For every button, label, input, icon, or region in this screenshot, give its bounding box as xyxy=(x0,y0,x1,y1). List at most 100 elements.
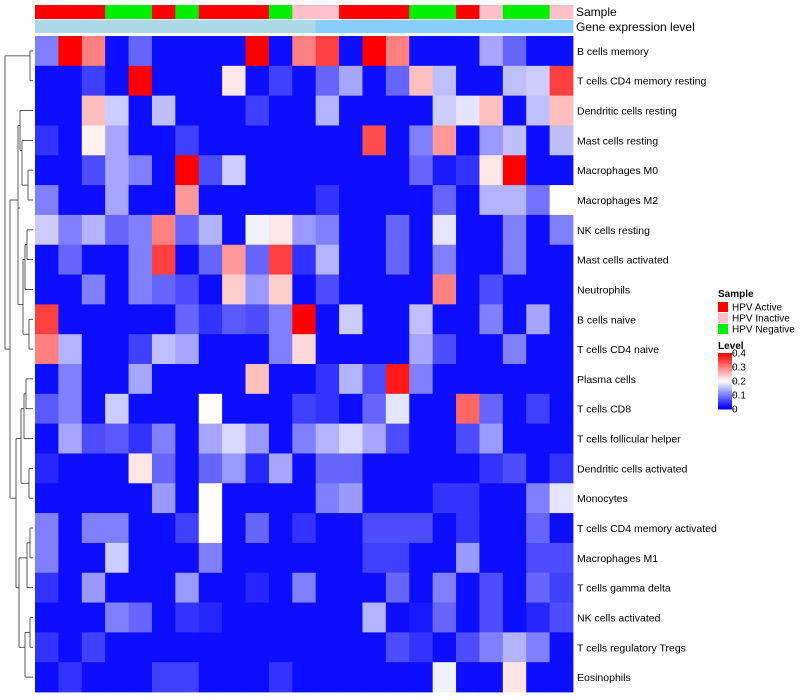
level-gradient-step xyxy=(718,386,732,389)
heatmap-cell xyxy=(245,334,270,365)
heatmap-cell xyxy=(292,185,317,216)
heatmap-cell xyxy=(526,274,551,305)
heatmap-cell xyxy=(502,602,527,633)
heatmap-cell xyxy=(151,65,176,97)
heatmap-cell xyxy=(81,364,106,395)
heatmap-cell xyxy=(198,185,223,216)
heatmap-cell xyxy=(502,244,527,275)
heatmap-cell xyxy=(128,334,153,365)
heatmap-cell xyxy=(81,125,106,156)
heatmap-cell xyxy=(339,334,363,365)
sample-track-label: Sample xyxy=(576,5,617,19)
heatmap-cell xyxy=(315,95,340,126)
heatmap-cell xyxy=(292,542,317,574)
heatmap-cell xyxy=(58,453,83,484)
heatmap-cell xyxy=(456,423,480,454)
heatmap-cell xyxy=(292,423,317,454)
heatmap-cell xyxy=(198,155,223,186)
sample-annotation-cell xyxy=(385,5,410,19)
heatmap-cell xyxy=(456,95,480,126)
heatmap-cell xyxy=(175,65,200,97)
heatmap-cell xyxy=(526,393,551,425)
heatmap-cell xyxy=(315,364,340,395)
row-label: NK cells resting xyxy=(577,225,650,237)
heatmap-cell xyxy=(549,632,574,663)
heatmap-cell xyxy=(339,632,363,663)
heatmap-cell xyxy=(245,95,270,126)
heatmap-cell xyxy=(432,453,457,484)
heatmap-cell xyxy=(128,542,153,574)
heatmap-cell xyxy=(479,185,504,216)
heatmap-cell xyxy=(151,125,176,156)
heatmap-cell xyxy=(479,364,504,395)
heatmap-cell xyxy=(292,602,317,633)
heatmap-cell xyxy=(549,572,574,603)
heatmap-cell xyxy=(105,155,129,186)
heatmap-cell xyxy=(409,125,434,156)
heatmap-cell xyxy=(245,602,270,633)
heatmap-cell xyxy=(58,155,83,186)
heatmap-cell xyxy=(409,602,434,633)
heatmap-cell xyxy=(128,36,153,67)
heatmap-cell xyxy=(268,65,293,97)
heatmap-cell xyxy=(58,185,83,216)
heatmap-cell xyxy=(385,274,410,305)
heatmap-cell xyxy=(175,423,200,454)
level-gradient-step xyxy=(718,375,732,378)
heatmap-cell xyxy=(35,393,59,425)
heatmap-cell xyxy=(268,423,293,454)
heatmap-cell xyxy=(35,65,59,97)
sample-legend-swatch xyxy=(718,324,728,334)
heatmap-cell xyxy=(198,36,223,67)
level-gradient-step xyxy=(718,406,732,409)
heatmap-cell xyxy=(502,662,527,693)
heatmap-cell xyxy=(105,95,129,126)
heatmap-cell xyxy=(502,364,527,395)
heatmap-cell xyxy=(268,453,293,484)
expression-annotation-cell xyxy=(198,20,223,33)
heatmap-cell xyxy=(222,483,246,514)
heatmap-cell xyxy=(151,453,176,484)
heatmap-cell xyxy=(549,393,574,425)
heatmap-cell xyxy=(151,393,176,425)
level-gradient-step xyxy=(718,376,732,379)
heatmap-cell xyxy=(245,393,270,425)
heatmap-cell xyxy=(222,513,246,544)
heatmap-cell xyxy=(105,453,129,484)
heatmap-cell xyxy=(549,65,574,97)
heatmap-cell xyxy=(222,334,246,365)
level-gradient-step xyxy=(718,400,732,403)
heatmap-cell xyxy=(409,334,434,365)
heatmap-cell xyxy=(105,662,129,693)
heatmap-cell xyxy=(245,244,270,275)
heatmap-cell xyxy=(268,304,293,335)
heatmap-cell xyxy=(198,65,223,97)
heatmap-cell xyxy=(175,393,200,425)
heatmap-cell xyxy=(385,155,410,186)
heatmap-cell xyxy=(105,632,129,663)
heatmap-cell xyxy=(81,334,106,365)
level-gradient-step xyxy=(718,374,732,376)
heatmap-cell xyxy=(362,542,387,574)
heatmap-cell xyxy=(292,214,317,246)
row-label: T cells CD8 xyxy=(577,404,631,416)
expression-annotation-cell xyxy=(432,20,457,33)
heatmap-cell xyxy=(339,513,363,544)
heatmap-cell xyxy=(198,423,223,454)
heatmap-cell xyxy=(151,572,176,603)
sample-annotation-cell xyxy=(502,5,527,19)
heatmap-cell xyxy=(456,542,480,574)
heatmap-cell xyxy=(362,453,387,484)
heatmap-cell xyxy=(502,274,527,305)
heatmap-cell xyxy=(526,572,551,603)
row-label: T cells CD4 memory activated xyxy=(577,523,717,535)
heatmap-cell xyxy=(268,632,293,663)
heatmap-cell xyxy=(222,65,246,97)
heatmap-cell xyxy=(268,274,293,305)
heatmap-cell xyxy=(456,125,480,156)
level-gradient-step xyxy=(718,372,732,375)
heatmap-cell xyxy=(456,274,480,305)
heatmap-cell xyxy=(222,632,246,663)
heatmap-cell xyxy=(268,364,293,395)
